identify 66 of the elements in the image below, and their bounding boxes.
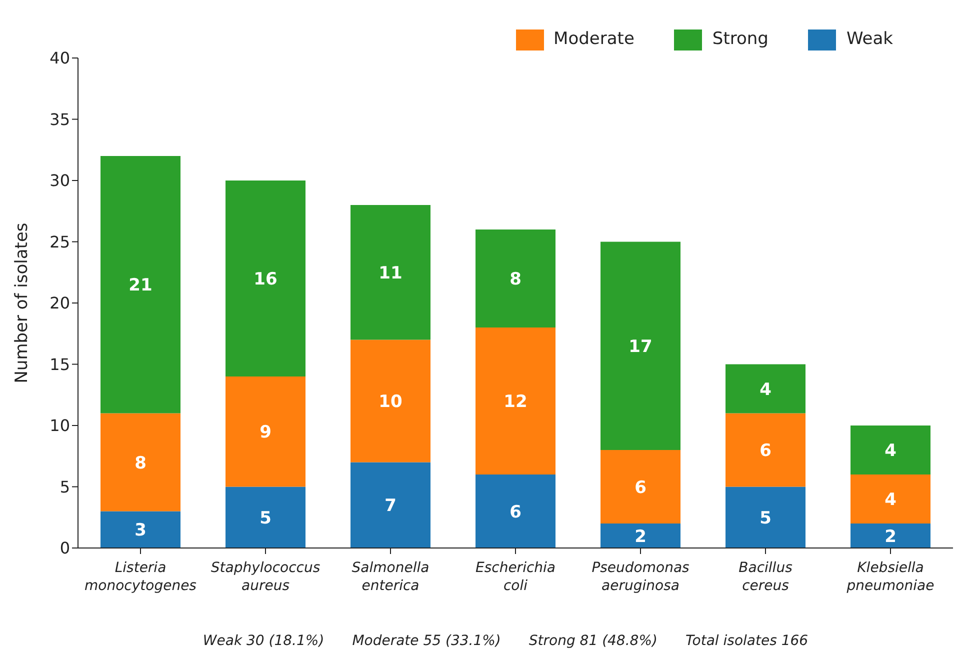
bar (100, 156, 180, 414)
data-label: 2 (884, 526, 896, 547)
data-label: 9 (260, 422, 272, 443)
bar (476, 230, 556, 328)
data-label: 21 (128, 276, 152, 296)
bar (850, 474, 930, 524)
bar (850, 524, 930, 548)
x-tick-label: Pseudomonas aeruginosa (592, 560, 690, 594)
y-tick-label: 40 (50, 48, 70, 68)
bar (100, 511, 180, 548)
x-tick-label: Bacillus cereus (738, 560, 792, 594)
text: Moderate 55 (33.1%) (352, 633, 501, 649)
data-label: 8 (134, 453, 146, 474)
data-label: 2 (634, 526, 646, 547)
data-label: 5 (760, 508, 772, 528)
data-label: 4 (760, 380, 772, 400)
data-label: 10 (378, 392, 402, 412)
y-tick-label: 5 (60, 477, 70, 496)
legend-label: Weak (846, 29, 893, 50)
bar (726, 486, 806, 548)
bar (600, 450, 680, 524)
y-tick-label: 0 (60, 538, 70, 558)
data-label: 4 (884, 490, 897, 510)
data-label: 16 (254, 270, 278, 290)
y-tick-label: 10 (50, 416, 70, 436)
data-label: 7 (384, 496, 396, 516)
data-label: 12 (504, 392, 528, 412)
x-tick-label: Listeria monocytogenes (84, 560, 196, 594)
data-label: 6 (760, 441, 772, 462)
x-tick-label: Staphylococcus aureus (210, 560, 320, 594)
bar (350, 340, 430, 462)
bar (726, 413, 806, 487)
y-tick-label: 15 (50, 354, 70, 374)
y-tick-label: 25 (50, 232, 70, 252)
y-tick-label: 35 (50, 110, 70, 129)
bar (350, 462, 430, 548)
bar (850, 426, 930, 474)
x-tick-label: Klebsiella pneumoniae (846, 560, 934, 594)
bar (726, 364, 806, 414)
text: Strong 81 (48.8%) (528, 633, 658, 649)
bar (600, 242, 680, 450)
bar (600, 524, 680, 548)
text: Weak 30 (18.1%) (202, 633, 324, 649)
bar (350, 205, 430, 340)
data-label: 6 (634, 478, 646, 498)
bar (100, 413, 180, 512)
legend-label: Strong (712, 29, 768, 50)
bar (476, 328, 556, 474)
y-tick-label: 30 (50, 171, 70, 190)
data-label: 6 (510, 502, 522, 522)
bar (226, 376, 306, 487)
x-tick-label: Escherichia coli (475, 560, 556, 594)
legend-label: Moderate (554, 29, 634, 50)
data-label: 8 (510, 270, 522, 290)
text: Total isolates 166 (685, 633, 808, 649)
x-tick-label: Salmonella enterica (352, 560, 430, 594)
data-label: 4 (884, 441, 897, 462)
y-tick-label: 20 (50, 294, 70, 313)
data-label: 17 (628, 336, 652, 357)
bar (226, 180, 306, 376)
data-label: 3 (134, 520, 146, 541)
data-label: 5 (260, 508, 272, 528)
y-axis-title: Number of isolates (12, 222, 32, 384)
bar (476, 474, 556, 548)
data-label: 11 (378, 263, 402, 284)
bar (226, 486, 306, 548)
